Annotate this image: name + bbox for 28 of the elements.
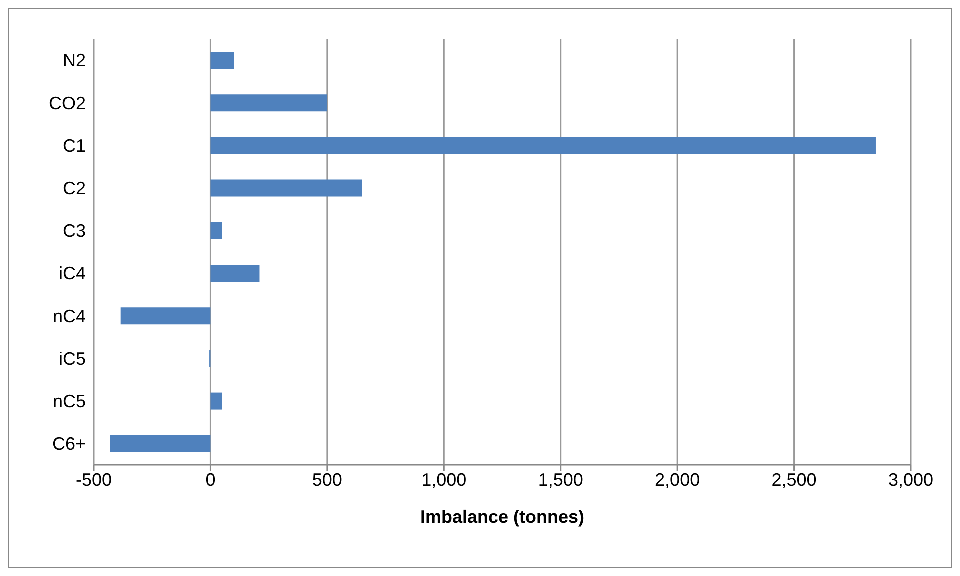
x-tick-label: 2,000 (655, 470, 700, 490)
x-tick-label: 500 (312, 470, 342, 490)
y-tick-label: iC4 (58, 264, 86, 284)
y-tick-label: nC4 (52, 306, 86, 326)
bar (210, 265, 260, 282)
y-tick-label: iC5 (58, 348, 86, 369)
x-tick-label: -500 (76, 470, 112, 490)
bar (210, 52, 234, 69)
bar (210, 94, 328, 112)
y-tick-label: C1 (62, 136, 86, 156)
bar (210, 392, 222, 410)
x-tick-label: 0 (206, 470, 216, 490)
bar (210, 222, 222, 240)
y-tick-label: C3 (62, 221, 86, 242)
y-tick-label: CO2 (48, 93, 86, 114)
y-tick-label: nC5 (52, 391, 86, 412)
x-tick-label: 1,500 (538, 470, 584, 490)
x-tick-label: 2,500 (772, 470, 817, 490)
bar (110, 435, 211, 452)
y-tick-label: C6+ (52, 434, 86, 454)
x-tick-label: 1,000 (422, 470, 467, 490)
x-tick-label: 3,000 (888, 470, 934, 490)
bar (210, 137, 876, 154)
x-axis-title: Imbalance (tonnes) (420, 507, 585, 527)
y-tick-label: C2 (62, 178, 86, 198)
y-tick-label: N2 (62, 50, 86, 71)
bar (210, 180, 362, 197)
bar (120, 308, 211, 325)
